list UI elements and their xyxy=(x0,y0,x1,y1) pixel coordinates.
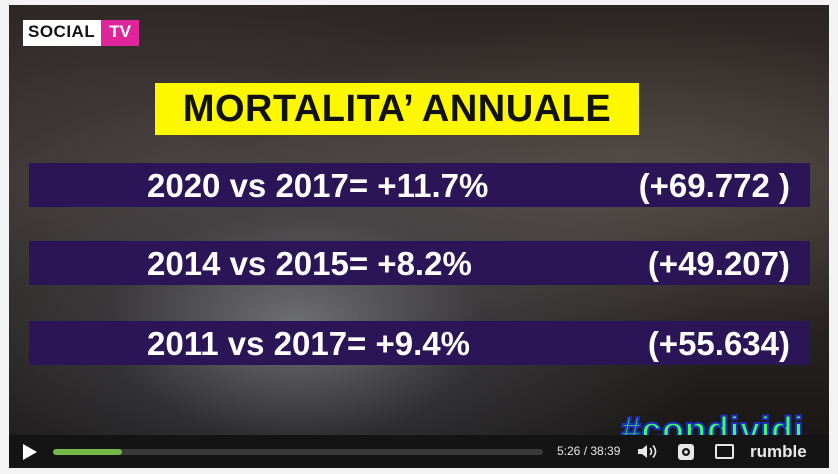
stat-row: 2020 vs 2017= +11.7% (+69.772 ) xyxy=(29,163,810,207)
stat-comparison: 2011 vs 2017= +9.4% xyxy=(147,325,470,362)
stat-comparison: 2014 vs 2015= +8.2% xyxy=(147,245,472,282)
stat-row: 2011 vs 2017= +9.4% (+55.634) xyxy=(29,321,810,365)
stat-excess: (+49.207) xyxy=(647,245,790,282)
progress-fill xyxy=(53,449,122,455)
settings-gear-icon[interactable] xyxy=(677,443,695,461)
fullscreen-icon[interactable] xyxy=(715,444,734,459)
stat-excess: (+69.772 ) xyxy=(638,167,790,204)
stat-row: 2014 vs 2015= +8.2% (+49.207) xyxy=(29,241,810,285)
player-controls: 5:26 / 38:39 rumble xyxy=(9,435,829,468)
logo-tv-text: TV xyxy=(101,20,139,46)
time-display: 5:26 / 38:39 xyxy=(557,444,621,458)
title-text: MORTALITA’ ANNUALE xyxy=(182,87,612,130)
stat-comparison: 2020 vs 2017= +11.7% xyxy=(147,167,489,204)
social-tv-logo: SOCIAL TV xyxy=(23,20,139,46)
logo-social-text: SOCIAL xyxy=(23,20,102,46)
rumble-logo[interactable]: rumble xyxy=(750,442,807,461)
video-frame[interactable]: SOCIAL TV MORTALITA’ ANNUALE 2020 vs 201… xyxy=(9,5,829,451)
title-banner: MORTALITA’ ANNUALE xyxy=(155,83,639,135)
stat-excess: (+55.634) xyxy=(647,325,790,362)
progress-bar[interactable] xyxy=(53,449,543,455)
video-player[interactable]: SOCIAL TV MORTALITA’ ANNUALE 2020 vs 201… xyxy=(9,5,829,468)
play-icon[interactable] xyxy=(23,444,37,460)
volume-icon[interactable] xyxy=(637,443,659,460)
